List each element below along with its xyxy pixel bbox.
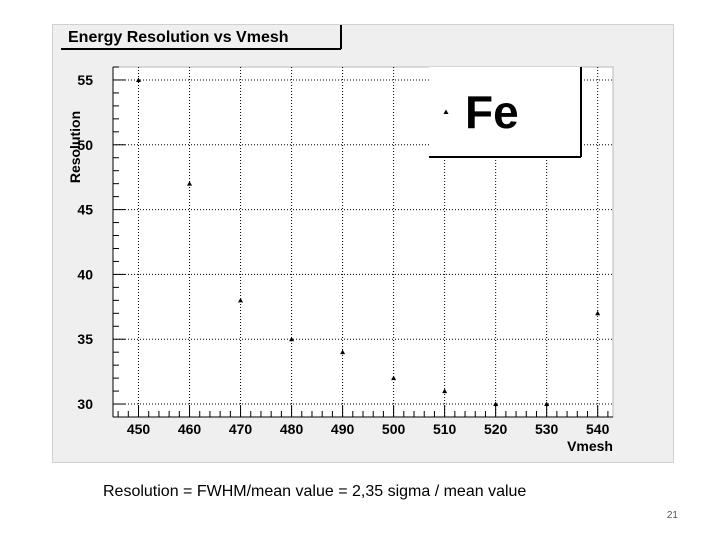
resolution-formula-caption: Resolution = FWHM/mean value = 2,35 sigm… — [103, 483, 527, 500]
chart-canvas: 450 460 470 480 490 500 510 520 530 540 30 35 40 45 50… — [52, 24, 674, 463]
legend-box — [429, 67, 581, 157]
data-point — [289, 336, 295, 342]
x-tick-label: 500 — [382, 421, 406, 437]
data-point — [391, 375, 397, 381]
data-point — [595, 310, 601, 316]
slide-number: 21 — [666, 510, 678, 521]
x-tick-label: 490 — [331, 421, 355, 437]
x-axis-label: Vmesh — [567, 438, 613, 454]
x-tick-label: 520 — [484, 421, 508, 437]
x-tick-label: 480 — [280, 421, 304, 437]
y-tick-label: 45 — [77, 202, 93, 218]
title-box — [61, 25, 341, 49]
x-tick-label: 470 — [229, 421, 253, 437]
y-tick-label: 40 — [77, 266, 93, 282]
x-tick-label: 450 — [127, 421, 151, 437]
legend-marker-triangle — [443, 109, 449, 114]
data-point — [493, 401, 499, 407]
data-point — [340, 349, 346, 355]
legend-label: Fe — [465, 86, 519, 138]
x-tick-label: 530 — [535, 421, 559, 437]
data-point — [187, 181, 193, 186]
scatter-chart: 450 460 470 480 490 500 510 520 530 540 30 35 40 45 50… — [61, 25, 614, 454]
y-tick-label: 50 — [77, 137, 93, 153]
data-point — [442, 388, 448, 394]
data-point — [136, 77, 142, 82]
chart-title: Energy Resolution vs Vmesh — [68, 29, 289, 46]
data-point — [238, 297, 244, 303]
y-tick-label: 55 — [77, 72, 93, 88]
data-point — [544, 401, 550, 407]
y-axis-label: Resolution — [67, 111, 83, 183]
x-tick-label: 460 — [178, 421, 202, 437]
x-tick-label: 540 — [586, 421, 610, 437]
y-tick-label: 30 — [77, 396, 93, 412]
y-tick-label: 35 — [77, 331, 93, 347]
x-tick-label: 510 — [433, 421, 457, 437]
